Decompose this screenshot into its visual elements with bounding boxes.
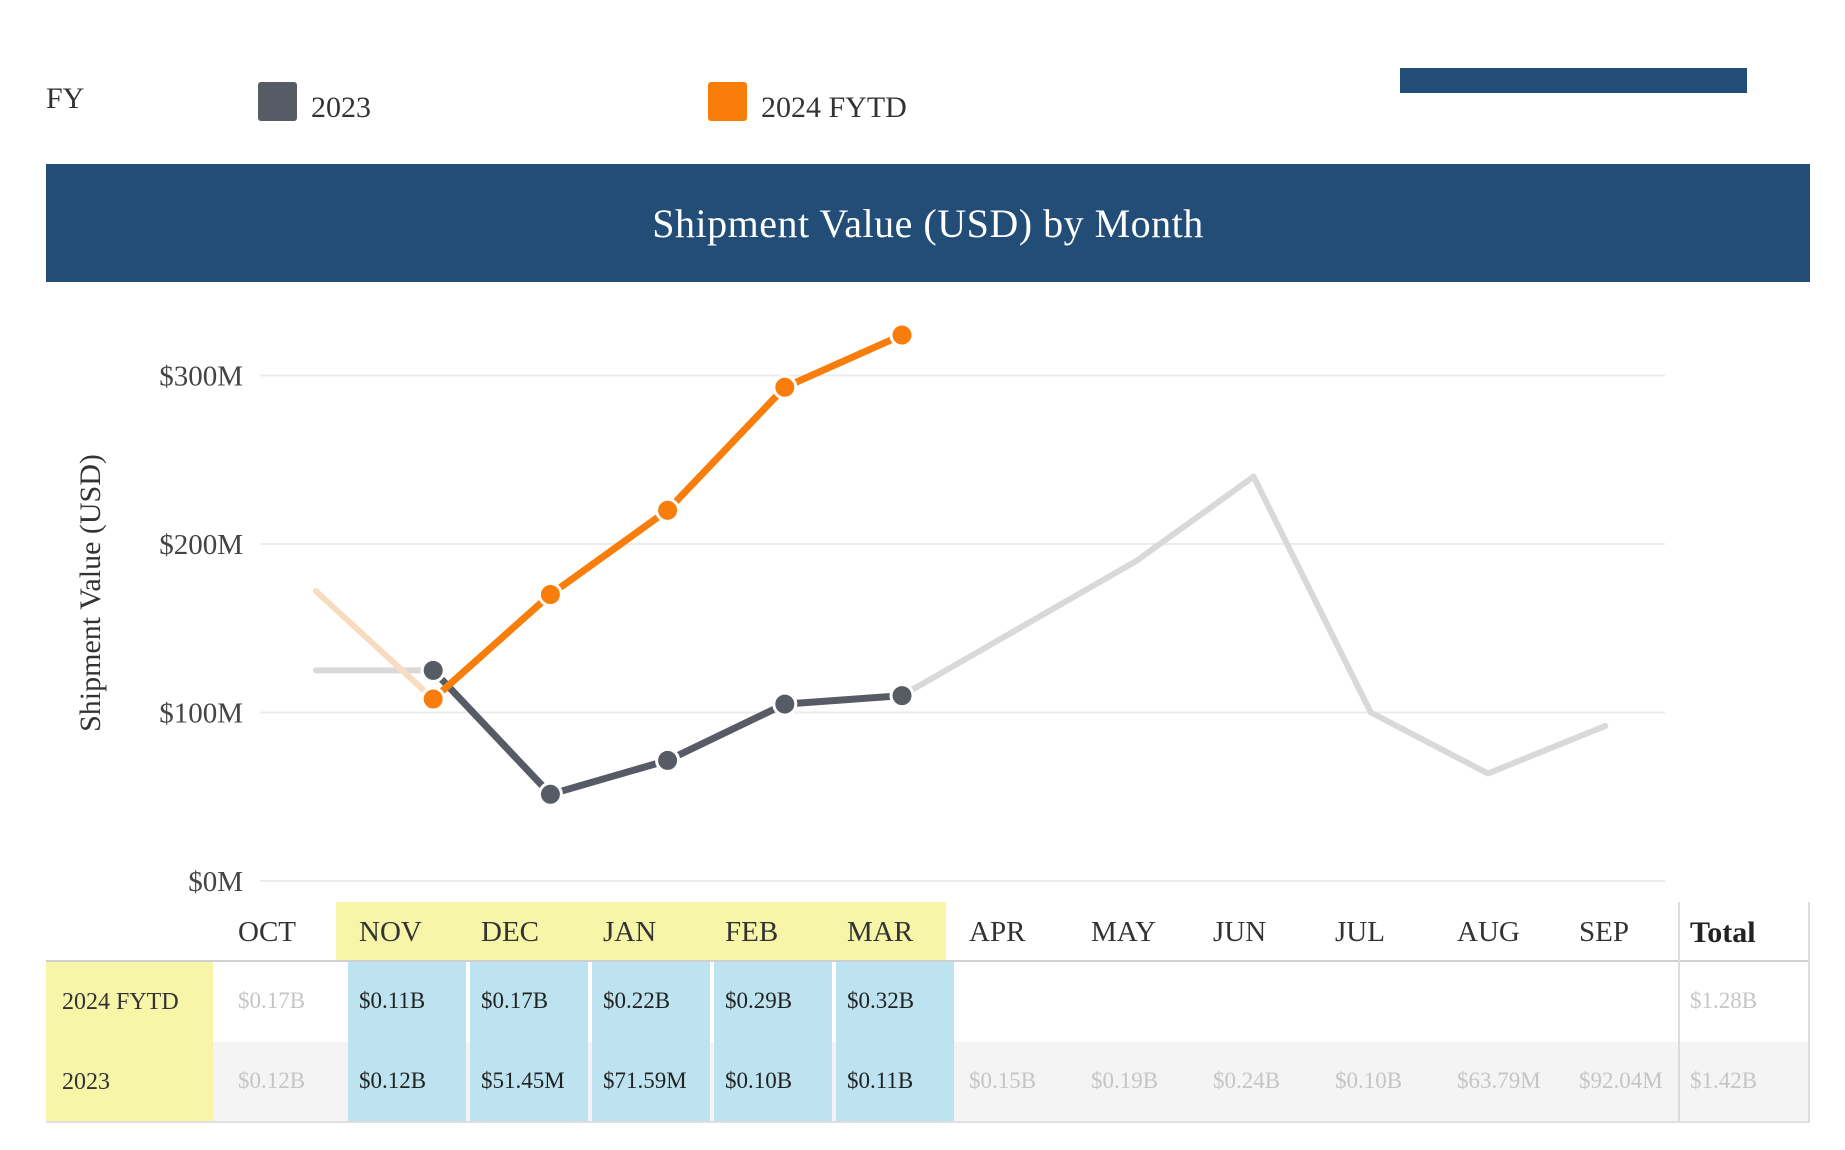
highlight-cell	[836, 962, 954, 1042]
table-total-cell: $1.42B	[1690, 1068, 1758, 1093]
line-chart: $0M $100M $200M $300M Shipment Value (USD)	[74, 322, 1665, 898]
table-cell: $0.24B	[1213, 1068, 1281, 1093]
column-header-apr: APR	[969, 916, 1026, 948]
table-bottom-border	[46, 1121, 1810, 1123]
table-cell: $0.10B	[1335, 1068, 1403, 1093]
table-cell: $0.17B	[238, 988, 306, 1013]
table-cell: $0.10B	[725, 1068, 793, 1093]
column-header-jan: JAN	[603, 916, 657, 948]
point-2024-nov	[420, 686, 446, 712]
highlight-cell	[348, 962, 466, 1042]
total-divider	[1678, 902, 1680, 1122]
table-cell: $0.29B	[725, 988, 793, 1013]
table-cell: $0.12B	[359, 1068, 427, 1093]
table-right-border	[1808, 902, 1810, 1122]
highlight-cell	[470, 1042, 588, 1122]
column-header-nov: NOV	[359, 916, 422, 948]
point-2024-mar	[889, 322, 915, 348]
table-cell: $0.22B	[603, 988, 671, 1013]
legend-label-2023: 2023	[311, 90, 371, 124]
point-2023-feb	[772, 691, 798, 717]
legend-swatch-2023	[258, 82, 297, 121]
column-header-dec: DEC	[481, 916, 539, 948]
row-label-2024: 2024 FYTD	[46, 962, 213, 1042]
highlight-cell	[836, 1042, 954, 1122]
y-tick-label: $200M	[159, 529, 243, 561]
highlight-header	[336, 902, 946, 960]
chart-title: Shipment Value (USD) by Month	[652, 200, 1204, 246]
column-header-oct: OCT	[238, 916, 296, 948]
highlight-cell	[714, 962, 832, 1042]
table-cell: $0.11B	[359, 988, 426, 1013]
column-header-jun: JUN	[1213, 916, 1267, 948]
highlight-cell	[348, 1042, 466, 1122]
column-header-feb: FEB	[725, 916, 779, 948]
table-cell: $0.11B	[847, 1068, 914, 1093]
top-accent-bar	[1400, 68, 1747, 93]
point-2023-dec	[537, 781, 563, 807]
y-tick-label: $300M	[159, 361, 243, 393]
point-2024-jan	[655, 497, 681, 523]
legend: FY 2023 2024 FYTD	[46, 78, 1826, 138]
highlight-cell	[470, 962, 588, 1042]
table-cell: $92.04M	[1579, 1068, 1663, 1093]
point-2023-jan	[655, 747, 681, 773]
header-divider	[46, 960, 1810, 962]
y-tick-label: $100M	[159, 698, 243, 730]
column-header-aug: AUG	[1457, 916, 1520, 948]
total-column-header: Total	[1690, 916, 1756, 949]
column-header-jul: JUL	[1335, 916, 1385, 948]
column-header-mar: MAR	[847, 916, 914, 948]
chart-title-banner: Shipment Value (USD) by Month	[46, 164, 1810, 282]
series-2023-line	[430, 667, 903, 798]
highlight-cell	[592, 962, 710, 1042]
point-2024-feb	[772, 374, 798, 400]
point-2024-dec	[537, 582, 563, 608]
column-header-sep: SEP	[1579, 916, 1629, 948]
table-cell: $63.79M	[1457, 1068, 1541, 1093]
data-table: OCT NOV DEC JAN FEB MAR APR MAY JUN JUL AUG SEP Tot…	[46, 902, 1810, 1123]
table-cell: $0.17B	[481, 988, 549, 1013]
highlight-cell	[714, 1042, 832, 1122]
legend-label-2024: 2024 FYTD	[761, 90, 907, 124]
point-2023-mar	[889, 683, 915, 709]
legend-title: FY	[46, 82, 85, 115]
highlight-cell	[592, 1042, 710, 1122]
legend-item-2024[interactable]: 2024 FYTD	[708, 82, 907, 124]
legend-swatch-2024	[708, 82, 747, 121]
table-cell: $0.12B	[238, 1068, 306, 1093]
table-cell: $71.59M	[603, 1068, 687, 1093]
point-2023-nov	[420, 657, 446, 683]
column-header-may: MAY	[1091, 916, 1157, 948]
y-axis-label: Shipment Value (USD)	[74, 454, 107, 732]
series-2023-faded-end	[899, 473, 1609, 777]
table-cell: $0.32B	[847, 988, 915, 1013]
table-total-cell: $1.28B	[1690, 988, 1758, 1013]
table-cell: $51.45M	[481, 1068, 565, 1093]
row-label-2023: 2023	[46, 1042, 213, 1122]
table-cell: $0.15B	[969, 1068, 1037, 1093]
series-2024-faded-start	[313, 588, 437, 703]
legend-item-2023[interactable]: 2023	[258, 82, 371, 124]
table-cell: $0.19B	[1091, 1068, 1159, 1093]
y-tick-label: $0M	[188, 866, 243, 898]
